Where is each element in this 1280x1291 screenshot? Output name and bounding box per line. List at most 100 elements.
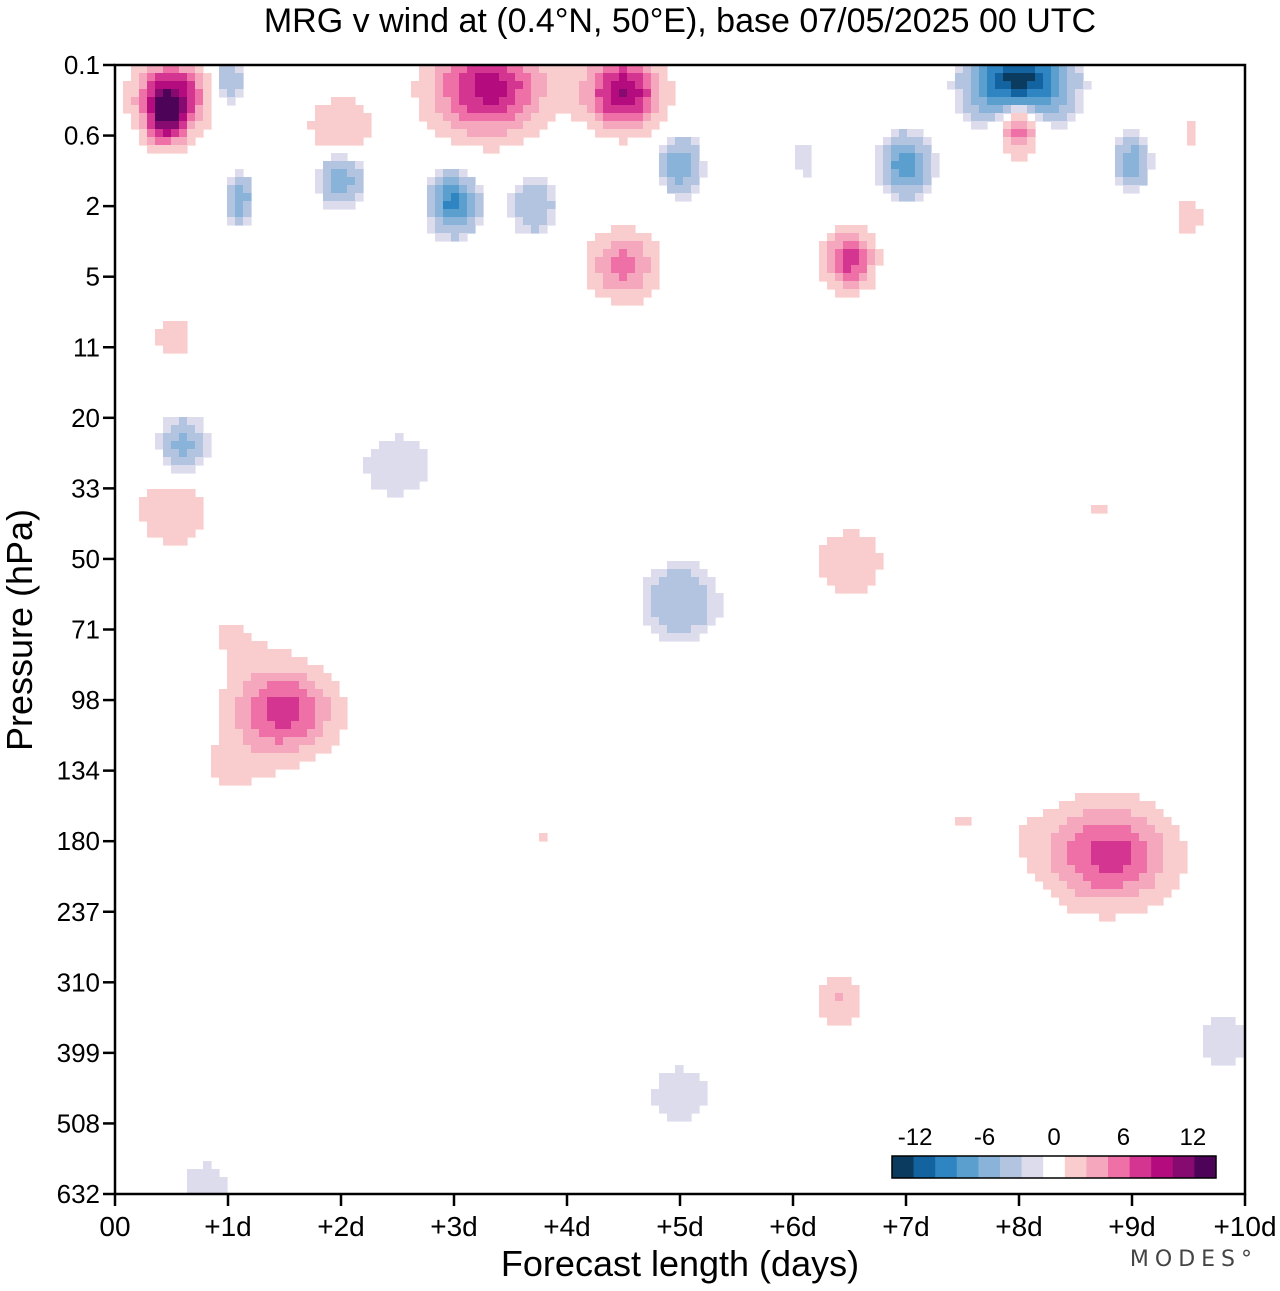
contour-cell xyxy=(291,689,300,698)
contour-cell xyxy=(667,609,676,618)
contour-cell xyxy=(459,217,468,226)
contour-cell xyxy=(1107,817,1116,826)
contour-cell xyxy=(691,161,700,170)
contour-cell xyxy=(907,177,916,186)
contour-cell xyxy=(227,633,236,642)
contour-cell xyxy=(1115,905,1124,914)
contour-cell xyxy=(619,249,628,258)
contour-cell xyxy=(467,129,476,138)
contour-cell xyxy=(995,89,1004,98)
contour-cell xyxy=(235,705,244,714)
contour-cell xyxy=(243,185,252,194)
contour-cell xyxy=(643,585,652,594)
contour-cell xyxy=(1059,873,1068,882)
contour-cell xyxy=(315,665,324,674)
contour-cell xyxy=(515,201,524,210)
contour-cell xyxy=(843,241,852,250)
contour-cell xyxy=(1043,81,1052,90)
contour-cell xyxy=(195,81,204,90)
contour-cell xyxy=(587,281,596,290)
contour-cell xyxy=(323,129,332,138)
contour-cell xyxy=(643,257,652,266)
contour-cell xyxy=(1019,137,1028,146)
contour-cell xyxy=(323,113,332,122)
contour-cell xyxy=(347,193,356,202)
contour-cell xyxy=(195,457,204,466)
contour-cell xyxy=(507,201,516,210)
contour-cell xyxy=(715,609,724,618)
contour-cell xyxy=(155,441,164,450)
contour-cell xyxy=(547,73,556,82)
contour-cell xyxy=(683,569,692,578)
contour-cell xyxy=(323,689,332,698)
contour-cell xyxy=(355,105,364,114)
contour-cell xyxy=(203,433,212,442)
contour-cell xyxy=(635,281,644,290)
contour-cell xyxy=(659,145,668,154)
contour-cell xyxy=(1075,97,1084,106)
contour-cell xyxy=(1139,169,1148,178)
contour-cell xyxy=(611,129,620,138)
contour-cell xyxy=(1027,65,1036,74)
x-tick-label: +4d xyxy=(543,1211,591,1242)
contour-cell xyxy=(835,241,844,250)
contour-cell xyxy=(243,673,252,682)
contour-cell xyxy=(275,753,284,762)
contour-cell xyxy=(843,225,852,234)
contour-cell xyxy=(835,1017,844,1026)
contour-cell xyxy=(299,681,308,690)
contour-cell xyxy=(883,145,892,154)
contour-cell xyxy=(499,97,508,106)
contour-cell xyxy=(467,185,476,194)
contour-cell xyxy=(683,1089,692,1098)
contour-cell xyxy=(227,185,236,194)
contour-cell xyxy=(179,137,188,146)
contour-cell xyxy=(1035,81,1044,90)
contour-cell xyxy=(907,169,916,178)
contour-cell xyxy=(163,497,172,506)
contour-cell xyxy=(1171,833,1180,842)
contour-cell xyxy=(171,457,180,466)
contour-cell xyxy=(139,513,148,522)
contour-cell xyxy=(355,177,364,186)
contour-cell xyxy=(299,753,308,762)
contour-cell xyxy=(331,153,340,162)
contour-cell xyxy=(683,145,692,154)
contour-cell xyxy=(579,81,588,90)
contour-cell xyxy=(1235,1049,1244,1058)
contour-cell xyxy=(611,73,620,82)
contour-cell xyxy=(979,73,988,82)
contour-cell xyxy=(595,65,604,74)
contour-cell xyxy=(819,993,828,1002)
contour-cell xyxy=(603,241,612,250)
contour-cell xyxy=(1043,841,1052,850)
contour-cell xyxy=(963,89,972,98)
contour-cell xyxy=(643,281,652,290)
contour-cell xyxy=(419,105,428,114)
contour-cell xyxy=(819,249,828,258)
contour-cell xyxy=(667,593,676,602)
contour-cell xyxy=(659,601,668,610)
contour-cell xyxy=(1091,833,1100,842)
contour-cell xyxy=(443,193,452,202)
contour-cell xyxy=(347,161,356,170)
contour-cell xyxy=(987,89,996,98)
contour-cell xyxy=(1011,121,1020,130)
contour-cell xyxy=(235,633,244,642)
contour-cell xyxy=(1051,825,1060,834)
x-tick-label: +10d xyxy=(1213,1211,1276,1242)
contour-cell xyxy=(643,273,652,282)
contour-cell xyxy=(1075,105,1084,114)
contour-cell xyxy=(1043,817,1052,826)
contour-cell xyxy=(515,81,524,90)
contour-cell xyxy=(1235,1033,1244,1042)
colorbar-tick-label: -12 xyxy=(898,1124,933,1151)
contour-cell xyxy=(923,169,932,178)
contour-cell xyxy=(819,1009,828,1018)
contour-cell xyxy=(515,137,524,146)
contour-cell xyxy=(475,185,484,194)
contour-cell xyxy=(355,137,364,146)
contour-cell xyxy=(1107,873,1116,882)
contour-cell xyxy=(323,705,332,714)
